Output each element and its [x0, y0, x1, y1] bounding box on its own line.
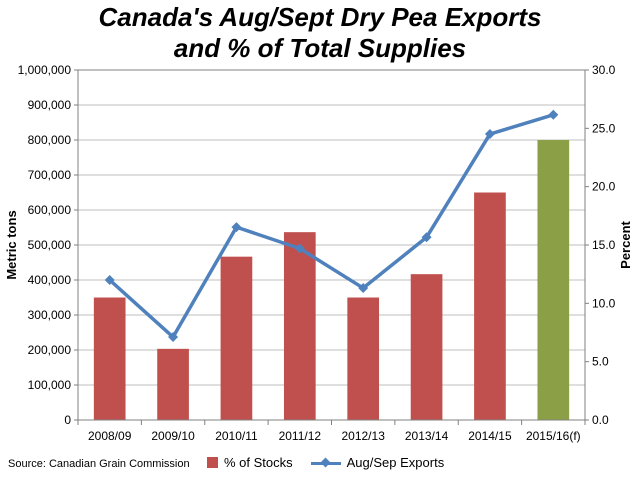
legend-label-exports: Aug/Sep Exports [346, 455, 445, 470]
bar [93, 297, 126, 420]
legend-label-stocks: % of Stocks [224, 455, 293, 470]
axes [74, 69, 589, 425]
x-tick-label: 2009/10 [151, 429, 195, 443]
y-tick-label: 900,000 [28, 98, 72, 112]
export-line [104, 109, 559, 343]
y-tick-label: 100,000 [28, 378, 72, 392]
y-tick-label: 500,000 [28, 238, 72, 252]
line-path [108, 113, 554, 339]
bar [537, 140, 570, 420]
legend-bar-swatch [207, 457, 218, 468]
line-point [231, 222, 242, 233]
legend: % of Stocks Aug/Sep Exports [207, 455, 462, 470]
x-tick-label: 2014/15 [468, 429, 512, 443]
line-point [421, 232, 432, 243]
y2-tick-label: 5.0 [592, 355, 609, 369]
source-note: Source: Canadian Grain Commission [8, 458, 190, 470]
line-point [548, 109, 559, 120]
y2-axis-label: Percent [618, 220, 633, 268]
gridlines [78, 69, 585, 386]
line-point [358, 283, 369, 294]
y-tick-label: 200,000 [28, 343, 72, 357]
x-tick-label: 2015/16(f) [526, 429, 581, 443]
tick-labels: 0 100,000 200,000 300,000 400,000 500,000 600,… [18, 63, 616, 443]
bar [157, 348, 189, 420]
chart-title: Canada's Aug/Sept Dry Pea Exports and % … [0, 2, 640, 64]
legend-item-exports: Aug/Sep Exports [310, 455, 445, 470]
bar [410, 274, 443, 420]
legend-item-stocks: % of Stocks [207, 455, 293, 470]
x-tick-label: 2011/12 [279, 429, 322, 443]
y-tick-label: 0 [64, 413, 71, 427]
legend-diamond-marker [320, 457, 331, 467]
y-tick-label: 800,000 [28, 133, 72, 147]
bar [347, 297, 380, 420]
chart-title-line-1: Canada's Aug/Sept Dry Pea Exports [98, 2, 542, 32]
bar [474, 192, 506, 420]
x-tick-label: 2008/09 [88, 429, 132, 443]
y2-tick-label: 15.0 [592, 238, 616, 252]
y-tick-label: 700,000 [28, 168, 72, 182]
bar [220, 256, 253, 420]
legend-line-swatch [310, 457, 341, 469]
y-tick-label: 300,000 [28, 308, 72, 322]
y-tick-label: 400,000 [28, 273, 72, 287]
bar [283, 232, 316, 420]
x-tick-label: 2013/14 [405, 429, 449, 443]
y-tick-label: 600,000 [28, 203, 72, 217]
line-point [104, 275, 115, 285]
y2-tick-label: 0.0 [592, 413, 609, 427]
line-point [484, 129, 495, 140]
y2-tick-label: 25.0 [592, 121, 616, 135]
line-point [294, 243, 305, 254]
chart-title-line-2: and % of Total Supplies [173, 33, 467, 63]
x-tick-label: 2010/11 [215, 429, 258, 443]
y2-tick-label: 20.0 [592, 180, 616, 194]
y-axis-label: Metric tons [4, 210, 19, 279]
y2-tick-label: 30.0 [592, 63, 616, 77]
x-tick-label: 2012/13 [341, 429, 385, 443]
y2-tick-label: 10.0 [592, 296, 616, 310]
line-point [168, 332, 179, 343]
bars [93, 140, 570, 420]
y-tick-label: 1,000,000 [18, 63, 72, 77]
